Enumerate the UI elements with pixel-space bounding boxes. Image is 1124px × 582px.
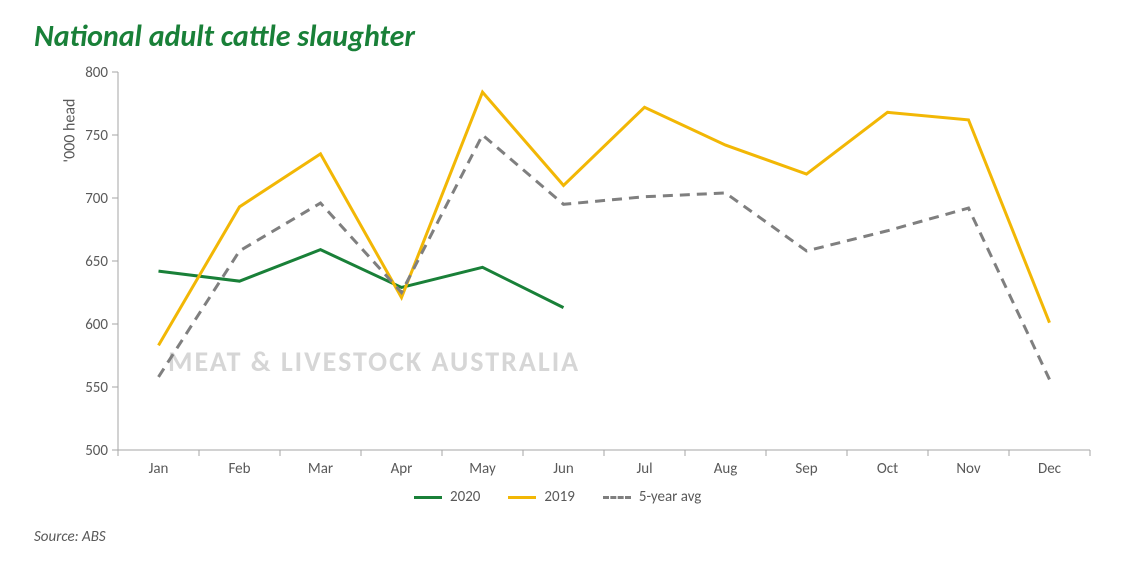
- x-tick-label: Aug: [701, 460, 751, 478]
- x-tick-label: Nov: [944, 460, 994, 478]
- x-tick-label: Jul: [620, 460, 670, 478]
- legend-label: 5-year avg: [639, 488, 702, 506]
- y-tick-label: 500: [68, 442, 108, 460]
- chart-title: National adult cattle slaughter: [34, 18, 1124, 55]
- x-tick-label: Jan: [134, 460, 184, 478]
- x-tick-label: May: [458, 460, 508, 478]
- plot-area: [118, 72, 1090, 450]
- legend-label: 2019: [544, 488, 574, 506]
- y-tick-label: 550: [68, 379, 108, 397]
- y-tick-label: 650: [68, 253, 108, 271]
- legend-item: 2019: [508, 488, 574, 506]
- x-tick-label: Mar: [296, 460, 346, 478]
- legend-item: 2020: [414, 488, 480, 506]
- x-tick-label: Sep: [782, 460, 832, 478]
- y-tick-label: 750: [68, 127, 108, 145]
- series-line-2020: [159, 250, 564, 308]
- x-tick-label: Apr: [377, 460, 427, 478]
- legend-swatch: [603, 496, 631, 499]
- y-tick-label: 600: [68, 316, 108, 334]
- x-tick-label: Feb: [215, 460, 265, 478]
- source-text: Source: ABS: [34, 528, 106, 546]
- legend: 2020 2019 5-year avg: [414, 488, 701, 506]
- legend-label: 2020: [450, 488, 480, 506]
- legend-swatch: [414, 496, 442, 499]
- y-tick-label: 800: [68, 64, 108, 82]
- legend-swatch: [508, 496, 536, 499]
- chart-svg: [118, 72, 1090, 450]
- y-tick-label: 700: [68, 190, 108, 208]
- x-tick-label: Dec: [1025, 460, 1075, 478]
- x-tick-label: Jun: [539, 460, 589, 478]
- x-tick-label: Oct: [863, 460, 913, 478]
- legend-item: 5-year avg: [603, 488, 702, 506]
